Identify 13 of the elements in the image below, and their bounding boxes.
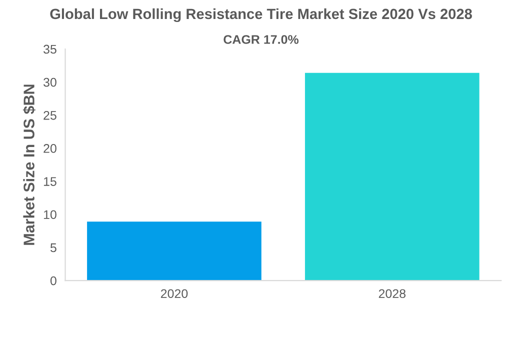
y-tick-label: 30 (43, 78, 56, 87)
y-tick-label: 10 (44, 210, 56, 220)
y-tick-label: 5 (50, 243, 56, 252)
y-tick-label: 35 (43, 44, 56, 54)
y-tick-label: 0 (50, 276, 56, 286)
x-tick-label: 2020 (160, 289, 188, 298)
y-tick-label: 20 (44, 144, 56, 153)
y-axis-title: Market Size In US $BN (22, 84, 36, 245)
chart-subtitle: CAGR 17.0% (224, 35, 299, 44)
chart-title: Global Low Rolling Resistance Tire Market Size 2020 Vs 2028 (50, 8, 472, 22)
y-tick-label: 15 (44, 177, 56, 186)
x-tick-label: 2028 (378, 289, 406, 298)
y-tick-label: 25 (44, 110, 56, 120)
